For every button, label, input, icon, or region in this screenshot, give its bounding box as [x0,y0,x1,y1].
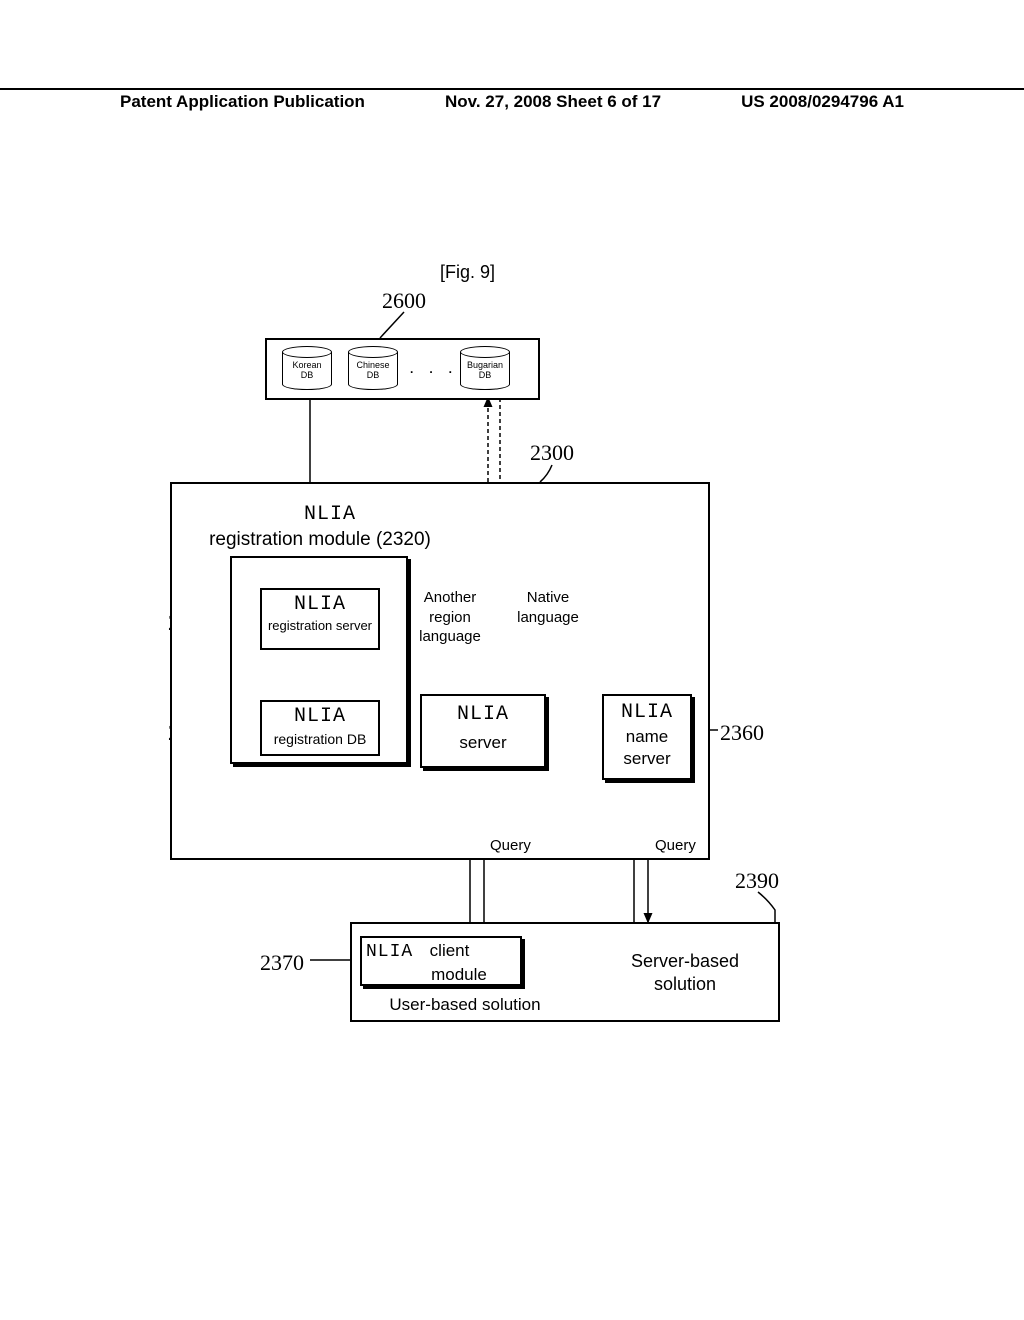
client-l2: module [396,964,522,986]
query-label-2: Query [655,836,696,856]
reg-server-text: registration server [260,618,380,635]
ref-2300: 2300 [530,440,574,466]
ref-2390: 2390 [735,868,779,894]
server-based-l1: Server-based [600,950,770,973]
reg-module-text: registration module (2320) [195,528,445,553]
client-module-content: NLIA client module [360,940,522,986]
query-label-1: Query [490,836,531,856]
korean-db-cylinder: Korean DB [282,352,332,390]
reg-db-text: registration DB [260,730,380,748]
chinese-db-cylinder: Chinese DB [348,352,398,390]
figure-title: [Fig. 9] [440,262,495,283]
name-server-content: NLIA name server [602,700,692,770]
server-based-l2: solution [600,973,770,996]
nlia-server-text: server [420,732,546,754]
name-server-l2: server [602,748,692,770]
native-l1: Native [508,588,588,608]
another-l3: language [410,627,490,647]
header-right: US 2008/0294796 A1 [741,92,904,112]
name-server-l1: name [602,726,692,748]
another-region-label: Another region language [410,588,490,647]
db2-l2: DB [367,371,380,381]
name-server-nlia: NLIA [602,700,692,726]
another-l1: Another [410,588,490,608]
another-l2: region [410,608,490,628]
user-based-label: User-based solution [360,994,570,1016]
reg-db-content: NLIA registration DB [260,704,380,748]
nlia-server-content: NLIA server [420,702,546,754]
db3-l2: DB [479,371,492,381]
reg-server-nlia: NLIA [260,592,380,618]
ref-2600: 2600 [382,288,426,314]
client-nlia: NLIA [366,942,413,962]
reg-module-nlia: NLIA [304,503,356,526]
reg-module-title: NLIA [270,502,390,528]
nlia-server-nlia: NLIA [420,702,546,728]
header-left: Patent Application Publication [120,92,365,112]
ref-2360: 2360 [720,720,764,746]
header-center: Nov. 27, 2008 Sheet 6 of 17 [445,92,661,112]
db1-l2: DB [301,371,314,381]
ellipsis-dots: · · · [410,365,459,379]
native-language-label: Native language [508,588,588,627]
reg-server-content: NLIA registration server [260,592,380,635]
page-header: Patent Application Publication Nov. 27, … [0,88,1024,112]
reg-db-nlia: NLIA [260,704,380,730]
bugarian-db-cylinder: Bugarian DB [460,352,510,390]
client-l1: client [430,941,470,960]
server-based-label: Server-based solution [600,950,770,997]
native-l2: language [508,608,588,628]
ref-2370: 2370 [260,950,304,976]
